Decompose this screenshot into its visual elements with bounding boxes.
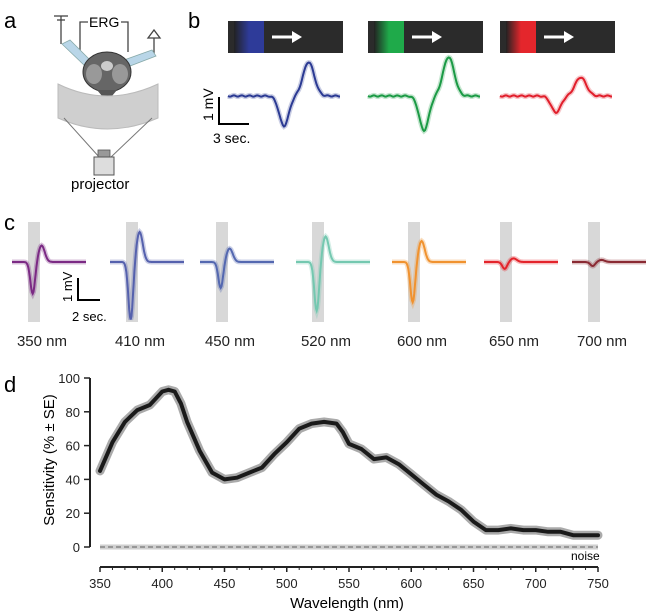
erg-trace (227, 61, 340, 128)
trace-se-band (484, 255, 558, 272)
scale-bar-c (77, 278, 100, 301)
projector-label: projector (71, 176, 129, 193)
y-axis-label: Sensitivity (% ± SE) (41, 394, 58, 526)
trace-se-band (200, 245, 274, 294)
projection-screen (57, 83, 159, 130)
x-tick-label: 400 (151, 576, 173, 591)
trace-se-band (392, 237, 466, 310)
y-tick-label: 60 (66, 439, 80, 454)
ground-symbol-icon (54, 15, 68, 44)
stimulus-window (28, 222, 40, 322)
x-tick-label: 750 (587, 576, 609, 591)
y-tick-label: 20 (66, 506, 80, 521)
arrow-head-icon (292, 31, 302, 43)
sensitivity-line (98, 387, 600, 538)
panel-b: b 1 mV 3 sec. (188, 8, 615, 146)
erg-trace (367, 56, 480, 133)
x-tick-label: 450 (214, 576, 236, 591)
x-tick-label: 700 (525, 576, 547, 591)
sensitivity-chart: 0 20 40 60 80 100 350 400 450 500 550 600 650 700 750 (58, 371, 609, 591)
stimulus-window (588, 222, 600, 322)
scale-bar-b (218, 97, 249, 125)
wavelength-label: 350 nm (17, 333, 67, 350)
trace-se-band (296, 232, 370, 320)
erg-trace (200, 247, 274, 290)
y-tick-label: 100 (58, 371, 80, 386)
x-tick-label: 600 (400, 576, 422, 591)
erg-traces-b (226, 54, 612, 135)
stimulus-window (216, 222, 228, 322)
scale-amp-b: 1 mV (200, 88, 216, 121)
erg-trace (572, 258, 646, 268)
wavelength-label: 520 nm (301, 333, 351, 350)
wavelength-label: 600 nm (397, 333, 447, 350)
panel-c: c 350 nm 410 nm 450 nm 520 nm 600 nm 650 nm 70… (4, 210, 646, 350)
projector-icon (93, 149, 115, 176)
fly-eye-left (86, 64, 102, 84)
fly-eye-right (112, 64, 128, 84)
trace-se-band (110, 227, 184, 321)
wavelength-label: 450 nm (205, 333, 255, 350)
stimulus-band (234, 21, 264, 53)
y-tick-label: 40 (66, 472, 80, 487)
panel-c-letter: c (4, 210, 15, 235)
wavelength-label: 410 nm (115, 333, 165, 350)
erg-trace (392, 239, 466, 306)
y-tick-label: 80 (66, 405, 80, 420)
wavelength-label: 650 nm (489, 333, 539, 350)
x-tick-label: 350 (89, 576, 111, 591)
panel-d-letter: d (4, 372, 16, 397)
erg-label: ERG (89, 14, 119, 30)
erg-wires (79, 21, 129, 52)
scale-time-c: 2 sec. (72, 309, 107, 324)
erg-trace (499, 76, 612, 115)
projection-lines (63, 117, 153, 159)
x-axis-label: Wavelength (nm) (290, 595, 404, 612)
panel-d: d 0 20 40 60 80 100 350 400 450 500 550 600 650 700 75… (4, 371, 609, 612)
x-tick-label: 550 (338, 576, 360, 591)
erg-trace (484, 257, 558, 271)
fly-head-center (101, 61, 113, 71)
stimulus-window (500, 222, 512, 322)
x-tick-label: 650 (463, 576, 485, 591)
noise-label: noise (571, 549, 600, 563)
erg-trace (110, 230, 184, 320)
erg-traces-c: 350 nm 410 nm 450 nm 520 nm 600 nm 650 nm 700 … (12, 222, 646, 350)
y-tick-label: 0 (73, 540, 80, 555)
panel-a: a ERG (4, 8, 162, 193)
arrow-head-icon (564, 31, 574, 43)
panel-b-letter: b (188, 8, 200, 33)
scale-time-b: 3 sec. (213, 130, 250, 146)
sensitivity-se-band (95, 385, 603, 540)
stimulus-bars (228, 21, 615, 53)
arrow-head-icon (432, 31, 442, 43)
stimulus-band (374, 21, 404, 53)
wavelength-label: 700 nm (577, 333, 627, 350)
x-tick-label: 500 (276, 576, 298, 591)
stimulus-band (506, 21, 536, 53)
panel-a-letter: a (4, 8, 17, 33)
scale-amp-c: 1 mV (60, 271, 75, 302)
erg-trace (12, 244, 86, 296)
erg-trace (296, 235, 370, 315)
